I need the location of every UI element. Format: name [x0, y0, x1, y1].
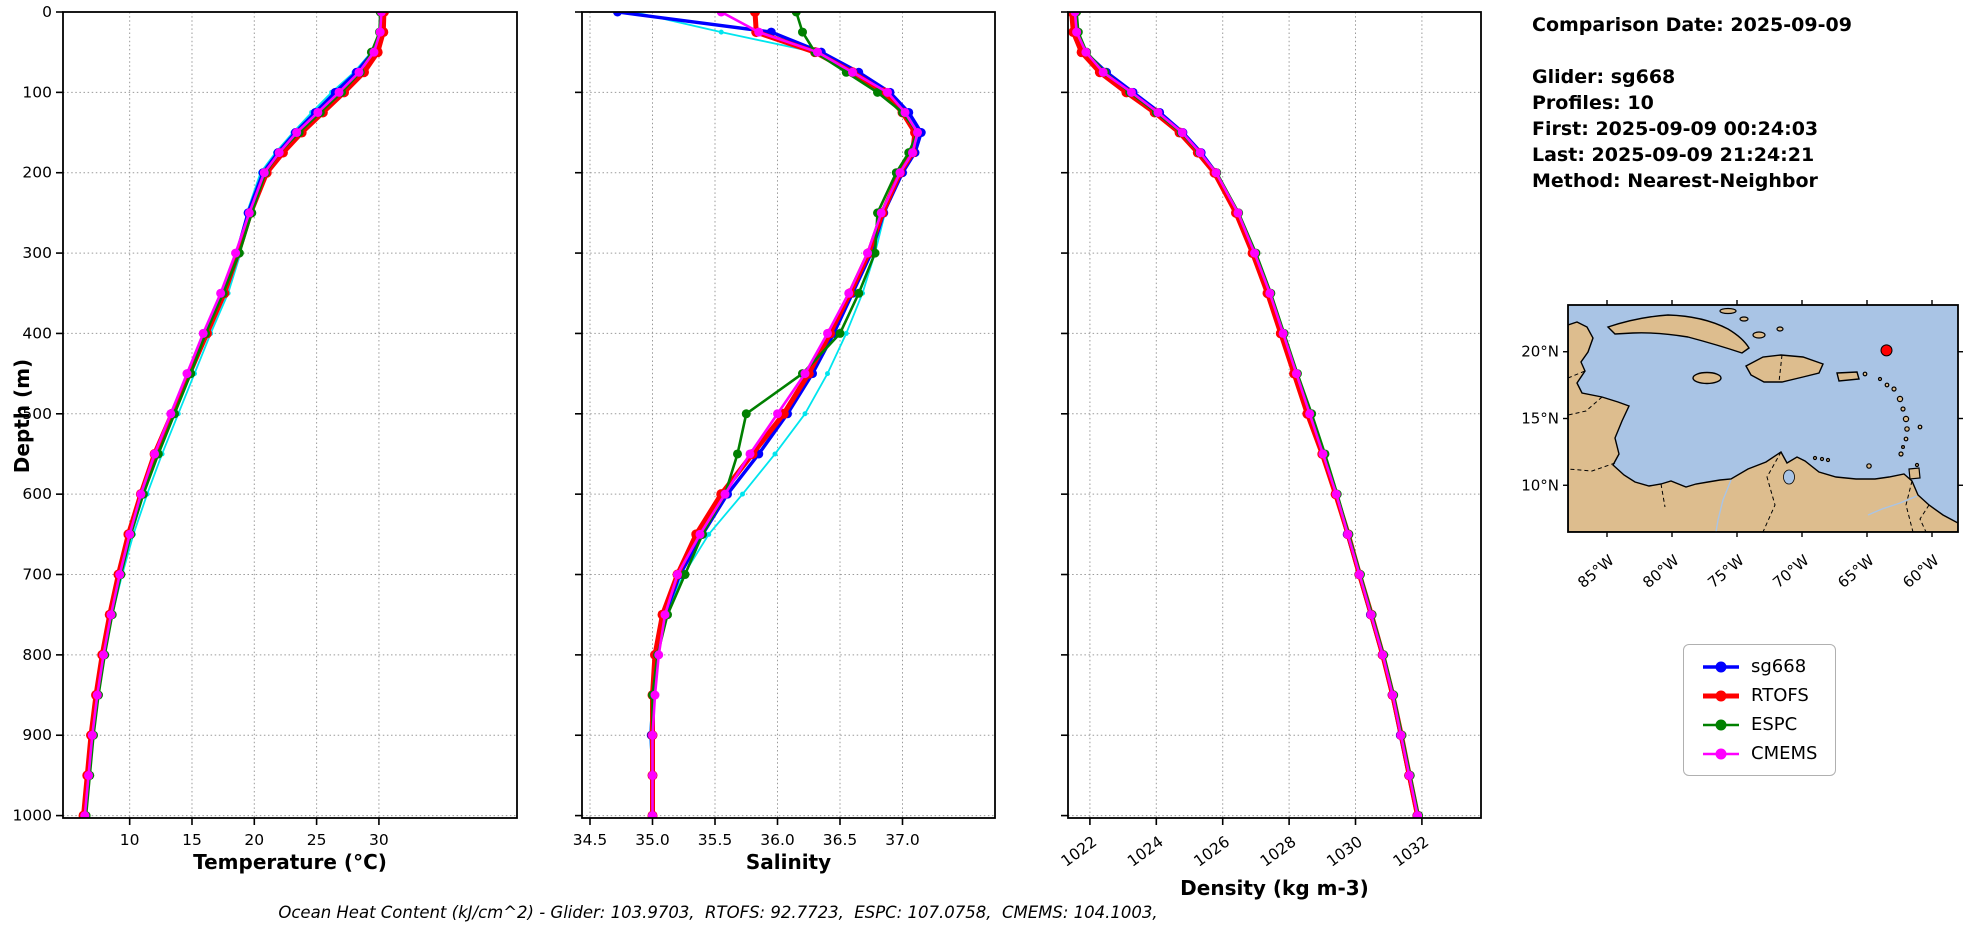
map-lon-label: 75°W [1704, 551, 1747, 592]
map-land-cuba [1606, 314, 1750, 354]
ytick-label: 500 [22, 405, 52, 423]
map-land-bahamas [1719, 307, 1784, 339]
axes-frame [581, 11, 996, 819]
series-cmems [1070, 12, 1423, 818]
legend-entry-espc: ESPC [1702, 714, 1817, 735]
map-lon-label: 85°W [1574, 551, 1617, 592]
ytick-label: 400 [22, 324, 52, 342]
series-espc [1072, 12, 1424, 818]
xtick-label: 25 [307, 831, 327, 849]
comparison-date-text: Comparison Date: 2025-09-09 [1532, 14, 1852, 36]
map-land-mainland [1568, 321, 1958, 532]
ytick-label: 800 [22, 646, 52, 664]
map-land-group [1568, 307, 1958, 532]
xtick-label: 30 [369, 831, 389, 849]
map-land-lesser-antilles [1812, 371, 1923, 480]
map-lon-label: 70°W [1769, 551, 1812, 592]
series-cmems [648, 12, 922, 818]
map-country-borders [1568, 354, 1930, 532]
temperature-axis-label: Temperature (°C) [193, 850, 387, 874]
legend-entry-sg668: sg668 [1702, 656, 1817, 677]
legend-line-marker-rtofs [1703, 690, 1739, 701]
series-rtofs [647, 12, 920, 818]
legend-label: ESPC [1751, 714, 1798, 735]
series-sg668 [80, 12, 388, 818]
map-frame [1567, 304, 1959, 533]
legend-label: CMEMS [1751, 743, 1818, 764]
info-panel: Comparison Date: 2025-09-09 Glider: sg66… [1532, 12, 1852, 194]
legend-line-marker-cmems [1703, 748, 1739, 759]
ytick-label: 300 [22, 244, 52, 262]
ytick-label: 600 [22, 485, 52, 503]
xtick-label: 37.0 [885, 831, 920, 849]
xtick-label: 35.0 [635, 831, 670, 849]
salinity-axis-label: Salinity [745, 850, 832, 874]
glider-name-text: Glider: sg668 [1532, 66, 1676, 88]
glider-location-marker [1880, 344, 1893, 357]
last-profile-time-text: Last: 2025-09-09 21:24:21 [1532, 144, 1815, 166]
map-land-puerto-rico [1836, 371, 1860, 382]
depth-axis-label: Depth (m) [10, 358, 34, 474]
density-axis-label: Density (kg m-3) [1180, 876, 1369, 900]
xtick-label: 1028 [1257, 833, 1299, 871]
xtick-label: 20 [244, 831, 264, 849]
method-text: Method: Nearest-Neighbor [1532, 170, 1818, 192]
map-lon-label: 80°W [1639, 551, 1682, 592]
ytick-label: 700 [22, 566, 52, 584]
legend-line-marker-sg668 [1703, 661, 1739, 672]
xtick-label: 1026 [1191, 833, 1233, 871]
map-lake-maracaibo [1783, 469, 1795, 485]
axes-frame [1067, 11, 1482, 819]
xtick-label: 15 [182, 831, 202, 849]
map-lat-label: 10°N [1521, 476, 1559, 494]
first-profile-time-text: First: 2025-09-09 00:24:03 [1532, 118, 1819, 140]
series-cmems [80, 12, 386, 818]
xtick-label: 1030 [1323, 833, 1365, 871]
ytick-label: 900 [22, 726, 52, 744]
location-map: 85°W 80°W 75°W 70°W 65°W 60°W 20°N 15°N 10°N [1521, 300, 1963, 592]
legend-entry-rtofs: RTOFS [1702, 685, 1817, 706]
xtick-label: 1024 [1124, 833, 1166, 871]
map-rivers [1715, 479, 1918, 532]
xtick-label: 36.5 [823, 831, 858, 849]
chart-temperature: 10 15 20 25 30010020030040050060070080090010… [13, 3, 518, 849]
legend-label: sg668 [1751, 656, 1807, 677]
ytick-label: 0 [42, 3, 52, 21]
map-lon-label: 65°W [1834, 551, 1877, 592]
legend-entry-cmems: CMEMS [1702, 743, 1817, 764]
chart-salinity: 34.5 35.0 35.5 36.0 36.5 37.0 [573, 11, 996, 849]
map-lat-label: 15°N [1521, 410, 1559, 428]
xtick-label: 1022 [1058, 833, 1100, 871]
profiles-count-text: Profiles: 10 [1532, 92, 1654, 114]
xtick-label: 36.0 [760, 831, 795, 849]
ytick-label: 1000 [13, 807, 52, 825]
map-land-hispaniola [1745, 354, 1824, 383]
legend: sg668 RTOFS ESPC CMEMS [1683, 644, 1837, 776]
map-land-jamaica [1692, 371, 1722, 385]
ytick-label: 200 [22, 164, 52, 182]
legend-label: RTOFS [1751, 685, 1809, 706]
map-lon-label: 60°W [1899, 551, 1942, 592]
xtick-label: 10 [120, 831, 140, 849]
info-gap [1532, 38, 1852, 64]
map-lat-label: 20°N [1521, 343, 1559, 361]
xtick-label: 34.5 [573, 831, 608, 849]
legend-line-marker-espc [1703, 719, 1739, 730]
ytick-label: 100 [22, 83, 52, 101]
axes-frame [62, 11, 518, 819]
chart-density: 1022 1024 1026 1028 1030 1032 [1058, 11, 1482, 871]
ohc-caption: Ocean Heat Content (kJ/cm^2) - Glider: 1… [278, 903, 1158, 922]
series-sg668-raw-unlabeled [82, 12, 386, 818]
xtick-label: 1032 [1390, 833, 1432, 871]
xtick-label: 35.5 [698, 831, 733, 849]
